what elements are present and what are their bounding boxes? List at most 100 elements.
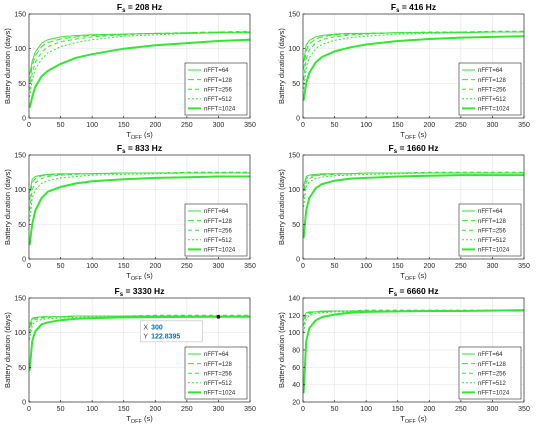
y-tick-label: 150 bbox=[14, 12, 26, 19]
series-line-4 bbox=[303, 172, 524, 208]
datatip-y: Y 122.8395 bbox=[143, 333, 180, 340]
axes-frame bbox=[28, 297, 251, 403]
x-tick-label: 150 bbox=[118, 406, 130, 413]
subplot-title: Fs = 3330 Hz bbox=[115, 286, 165, 298]
y-tick-label: 100 bbox=[14, 330, 26, 337]
y-tick-label: 120 bbox=[288, 313, 300, 320]
subplot-title: Fs = 416 Hz bbox=[391, 2, 436, 14]
legend-entry: nFFT=64 bbox=[204, 68, 229, 74]
y-axis-label: Battery duration (days) bbox=[3, 312, 12, 388]
x-tick-label: 350 bbox=[518, 263, 530, 270]
series-line-4 bbox=[29, 315, 250, 340]
x-tick-label: 200 bbox=[149, 122, 161, 129]
axes-frame bbox=[302, 13, 525, 119]
x-tick-label: 50 bbox=[57, 263, 65, 270]
x-tick-label: 250 bbox=[181, 263, 193, 270]
x-axis-label: TOFF (s) bbox=[126, 130, 153, 141]
legend-entry: nFFT=512 bbox=[478, 97, 507, 103]
x-tick-label: 350 bbox=[518, 122, 530, 129]
y-tick-label: 50 bbox=[18, 222, 26, 229]
y-axis-label: Battery duration (days) bbox=[277, 312, 286, 388]
legend-entry: nFFT=256 bbox=[204, 371, 233, 377]
series-line-2 bbox=[303, 172, 524, 192]
series-line-5 bbox=[28, 38, 251, 108]
y-tick-label: 0 bbox=[22, 400, 26, 407]
x-tick-label: 50 bbox=[57, 406, 65, 413]
y-tick-label: 50 bbox=[18, 81, 26, 88]
y-tick-label: 60 bbox=[292, 365, 300, 372]
subplot-4: 0 50 100 150 200 250 300 350 0 50 100 150 Fs = 1660 … bbox=[277, 143, 530, 282]
legend-entry: nFFT=128 bbox=[478, 362, 507, 368]
legend: nFFT=64 nFFT=128 nFFT=256 nFFT=512 nFFT=1024 bbox=[184, 346, 248, 400]
x-tick-label: 300 bbox=[487, 122, 499, 129]
legend-entry: nFFT=1024 bbox=[478, 391, 510, 397]
x-tick-label: 300 bbox=[487, 263, 499, 270]
x-axis-label: TOFF (s) bbox=[400, 130, 427, 141]
subplot-3: 0 50 100 150 200 250 300 350 0 50 100 150 Fs = 833 H… bbox=[3, 143, 256, 282]
x-tick-label: 200 bbox=[423, 406, 435, 413]
subplot-1: 0 50 100 150 200 250 300 350 0 50 100 150 Fs = 208 H… bbox=[3, 2, 256, 141]
legend-entry: nFFT=128 bbox=[204, 78, 233, 84]
subplot-2: 0 50 100 150 200 250 300 350 0 50 100 150 Fs = 416 H… bbox=[277, 2, 530, 141]
legend-entry: nFFT=64 bbox=[478, 352, 503, 358]
series-line-4 bbox=[29, 31, 251, 98]
x-tick-label: 150 bbox=[392, 406, 404, 413]
x-tick-label: 300 bbox=[213, 122, 225, 129]
datatip-box bbox=[140, 320, 203, 343]
legend-entry: nFFT=512 bbox=[204, 97, 233, 103]
x-tick-label: 0 bbox=[27, 263, 31, 270]
legend-entry: nFFT=512 bbox=[478, 238, 507, 244]
y-tick-label: 150 bbox=[14, 296, 26, 303]
legend: nFFT=64 nFFT=128 nFFT=256 nFFT=512 nFFT=1024 bbox=[458, 62, 522, 116]
legend-entry: nFFT=512 bbox=[478, 381, 507, 387]
x-tick-label: 150 bbox=[392, 263, 404, 270]
series-line-5 bbox=[302, 174, 524, 239]
x-axis-label: TOFF (s) bbox=[400, 271, 427, 282]
datatip: X 300 Y 122.8395 bbox=[140, 315, 221, 343]
subplot-title: Fs = 833 Hz bbox=[117, 143, 162, 155]
y-axis-label: Battery duration (days) bbox=[277, 28, 286, 104]
x-tick-label: 200 bbox=[149, 263, 161, 270]
subplot-5: 0 50 100 150 200 250 300 350 0 50 100 150 Fs = 3330 … bbox=[3, 286, 256, 424]
legend-entry: nFFT=256 bbox=[478, 87, 507, 93]
x-tick-label: 0 bbox=[27, 122, 31, 129]
x-axis-label: TOFF (s) bbox=[126, 271, 153, 282]
series-line-3 bbox=[29, 314, 250, 333]
legend-entry: nFFT=512 bbox=[204, 381, 233, 387]
x-tick-label: 100 bbox=[86, 122, 98, 129]
legend-entry: nFFT=1024 bbox=[204, 107, 236, 113]
y-tick-label: 20 bbox=[292, 400, 300, 407]
legend-entry: nFFT=128 bbox=[478, 219, 507, 225]
y-axis-label: Battery duration (days) bbox=[3, 169, 12, 245]
series-line-2 bbox=[29, 172, 250, 201]
x-tick-label: 100 bbox=[360, 122, 372, 129]
y-tick-label: 140 bbox=[288, 296, 300, 303]
axes-frame bbox=[302, 154, 525, 260]
legend-entry: nFFT=512 bbox=[204, 238, 233, 244]
x-tick-label: 200 bbox=[423, 122, 435, 129]
series-line-5 bbox=[28, 175, 250, 246]
x-tick-label: 350 bbox=[244, 122, 256, 129]
x-tick-label: 150 bbox=[118, 263, 130, 270]
x-tick-label: 300 bbox=[213, 263, 225, 270]
legend-entry: nFFT=256 bbox=[478, 228, 507, 234]
x-tick-label: 50 bbox=[331, 122, 339, 129]
legend-entry: nFFT=128 bbox=[204, 362, 233, 368]
x-tick-label: 50 bbox=[331, 406, 339, 413]
y-tick-label: 100 bbox=[288, 187, 300, 194]
series-line-4 bbox=[29, 172, 250, 221]
legend-entry: nFFT=256 bbox=[204, 87, 233, 93]
legend-entry: nFFT=256 bbox=[478, 371, 507, 377]
legend-entry: nFFT=128 bbox=[478, 78, 507, 84]
y-tick-label: 150 bbox=[288, 153, 300, 160]
legend-entry: nFFT=64 bbox=[204, 209, 229, 215]
y-tick-label: 80 bbox=[292, 348, 300, 355]
subplot-title: Fs = 6660 Hz bbox=[389, 286, 439, 298]
series-line-3 bbox=[29, 30, 251, 91]
subplot-title: Fs = 1660 Hz bbox=[389, 143, 439, 155]
legend: nFFT=64 nFFT=128 nFFT=256 nFFT=512 nFFT=1024 bbox=[184, 62, 248, 116]
x-tick-label: 0 bbox=[301, 122, 305, 129]
x-tick-label: 200 bbox=[149, 406, 161, 413]
legend-entry: nFFT=256 bbox=[204, 228, 233, 234]
x-tick-label: 100 bbox=[86, 263, 98, 270]
